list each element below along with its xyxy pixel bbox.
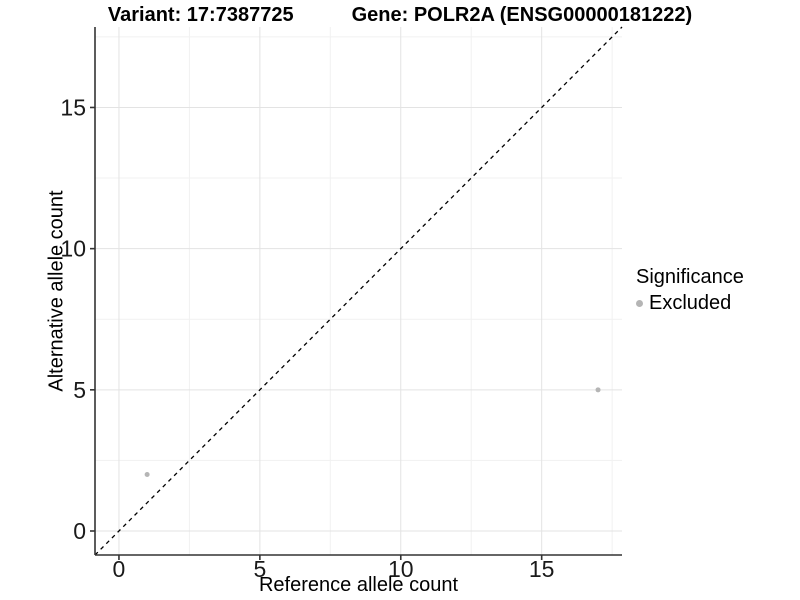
legend-item-label: Excluded — [649, 292, 732, 314]
identity-reference-line — [94, 26, 623, 556]
data-points — [144, 387, 601, 478]
x-tick-label: 5 — [253, 556, 266, 582]
gene-title: Gene: POLR2A (ENSG00000181222) — [351, 4, 693, 26]
minor-gridlines — [95, 27, 622, 555]
legend-title: Significance — [636, 266, 744, 288]
x-tick-label: 15 — [529, 556, 555, 582]
tick-labels: 0 5 10 15 0 5 10 15 — [60, 94, 554, 582]
major-gridlines — [95, 27, 622, 555]
legend: Significance Excluded — [636, 266, 744, 315]
y-axis-title: Alternative allele count — [45, 190, 68, 392]
legend-item-excluded: Excluded — [636, 292, 744, 315]
x-tick-label: 0 — [113, 556, 126, 582]
legend-point-icon — [636, 300, 643, 307]
axis-lines — [94, 27, 622, 556]
axis-ticks — [90, 106, 543, 560]
plot-title-row: Variant: 17:7387725 Gene: POLR2A (ENSG00… — [0, 4, 800, 27]
data-point — [144, 472, 150, 478]
data-point — [595, 387, 601, 393]
variant-title: Variant: 17:7387725 — [107, 4, 294, 26]
x-axis-title: Reference allele count — [258, 574, 458, 596]
x-tick-label: 10 — [388, 556, 414, 582]
y-tick-label: 15 — [60, 94, 86, 120]
y-tick-label: 10 — [60, 236, 86, 262]
y-tick-label: 0 — [73, 518, 86, 544]
y-tick-label: 5 — [73, 377, 86, 403]
